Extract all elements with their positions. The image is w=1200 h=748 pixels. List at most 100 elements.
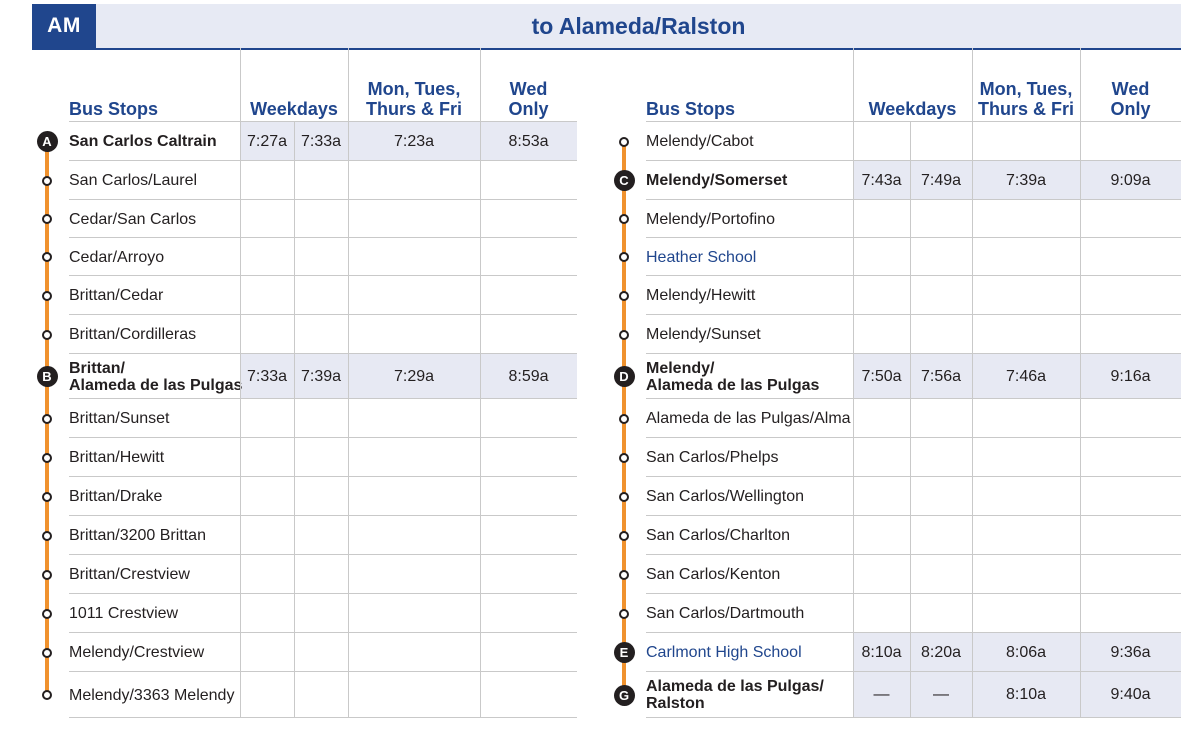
stop-name: Melendy/Somerset — [646, 172, 788, 189]
table-row: Melendy/Cabot — [609, 122, 1181, 161]
weekday-time-1: — — [873, 686, 890, 703]
stop-name: San Carlos/Dartmouth — [646, 605, 805, 622]
stop-circle-icon — [619, 214, 629, 224]
table-row: San Carlos/Dartmouth — [609, 594, 1181, 633]
column-divider — [348, 48, 349, 718]
stop-name: Melendy/Hewitt — [646, 287, 756, 304]
wed-time: 9:36a — [1110, 643, 1151, 661]
mon-fri-time: 7:39a — [1005, 171, 1047, 189]
stop-name: Brittan/Crestview — [69, 566, 190, 583]
stop-name: Cedar/Arroyo — [69, 248, 165, 266]
table-row: San Carlos/Phelps — [609, 438, 1181, 477]
stop-name: Carlmont High School — [646, 644, 802, 661]
stop-circle-icon — [619, 290, 629, 301]
timepoint-row: G Alameda de las Pulgas/Ralston — — 8:10a 9:4… — [609, 672, 1181, 718]
schedule-header: AM to Alameda/Ralston — [32, 4, 1181, 50]
row-divider — [69, 160, 577, 161]
weekday-time-2: — — [933, 686, 949, 703]
column-divider — [294, 122, 295, 718]
table-row: Melendy/Hewitt — [609, 276, 1181, 315]
column-divider — [972, 48, 973, 718]
column-header-bus-stops: Bus Stops — [646, 99, 736, 119]
table-row: San Carlos/Kenton — [609, 555, 1181, 594]
stop-circle-icon — [619, 491, 629, 502]
column-header-weekdays: Weekdays — [868, 99, 957, 119]
mon-fri-time: 7:23a — [393, 132, 435, 150]
row-divider — [646, 314, 1181, 315]
row-shading — [853, 672, 1181, 718]
stop-circle-icon — [42, 608, 52, 619]
table-row: Brittan/Crestview — [32, 555, 577, 594]
wed-time: 9:16a — [1110, 367, 1151, 385]
stop-name: 1011 Crestview — [69, 605, 179, 622]
direction-title: to Alameda/Ralston — [531, 12, 746, 39]
stop-circle-icon — [619, 569, 629, 580]
stop-name: San Carlos/Charlton — [646, 527, 791, 544]
table-row: Brittan/3200 Brittan — [32, 516, 577, 555]
row-divider — [646, 199, 1181, 200]
stop-name: Melendy/Alameda de las Pulgas — [646, 359, 820, 394]
row-divider — [69, 632, 577, 633]
stop-name: Brittan/Cordilleras — [69, 326, 197, 343]
row-shading — [853, 354, 1181, 399]
timepoint-row: D Melendy/Alameda de las Pulgas 7:50a 7:56a… — [609, 354, 1181, 399]
stop-name: Heather School — [646, 248, 757, 266]
table-row: Brittan/Cordilleras — [32, 315, 577, 354]
stop-name: Alameda de las Pulgas/Alma — [646, 410, 851, 427]
stop-name: Melendy/Portofino — [646, 210, 775, 228]
column-divider — [480, 48, 481, 718]
column-divider — [853, 48, 854, 718]
wed-time: 9:09a — [1110, 171, 1151, 189]
column-header-wed-only: Wed Only — [1110, 79, 1151, 119]
stop-name: San Carlos Caltrain — [69, 133, 217, 150]
header-divider — [646, 121, 1181, 122]
stop-circle-icon — [42, 690, 52, 700]
weekday-time-1: 7:33a — [246, 367, 288, 385]
table-row: Alameda de las Pulgas/Alma — [609, 399, 1181, 438]
weekday-time-1: 7:27a — [246, 132, 288, 150]
row-shading — [853, 633, 1181, 672]
row-divider — [646, 554, 1181, 555]
stop-name: Melendy/Crestview — [69, 644, 205, 661]
schedule-table-left: Bus Stops Weekdays Mon, Tues, Thurs & Fri We… — [32, 48, 577, 718]
mon-fri-time: 7:46a — [1005, 367, 1047, 385]
row-divider — [69, 353, 577, 354]
column-header-bus-stops: Bus Stops — [69, 99, 159, 119]
stop-circle-icon — [42, 252, 52, 262]
row-divider — [646, 275, 1181, 276]
header-divider — [69, 121, 577, 122]
mon-fri-time: 7:29a — [393, 367, 435, 385]
row-divider — [646, 593, 1181, 594]
stop-circle-icon — [42, 491, 52, 502]
row-divider — [69, 314, 577, 315]
row-divider — [646, 353, 1181, 354]
row-shading — [240, 354, 577, 399]
timepoint-marker-b: B — [36, 366, 58, 387]
table-row: Brittan/Cedar — [32, 276, 577, 315]
wed-time: 8:53a — [508, 132, 549, 150]
row-shading — [240, 122, 577, 161]
table-row: San Carlos/Wellington — [609, 477, 1181, 516]
column-header-weekdays: Weekdays — [250, 99, 338, 119]
stop-circle-icon — [619, 413, 629, 424]
stop-name: Brittan/Cedar — [69, 287, 164, 304]
stop-circle-icon — [619, 252, 629, 262]
row-shading — [853, 161, 1181, 200]
stop-name: Cedar/San Carlos — [69, 210, 197, 228]
stop-name: San Carlos/Phelps — [646, 449, 779, 466]
timepoint-row: C Melendy/Somerset 7:43a 7:49a 7:39a 9:09a — [609, 161, 1181, 200]
stop-circle-icon — [619, 452, 629, 463]
row-divider — [69, 476, 577, 477]
table-row: Brittan/Hewitt — [32, 438, 577, 477]
weekday-time-1: 7:43a — [861, 171, 902, 189]
column-divider — [910, 122, 911, 718]
stop-name: Brittan/3200 Brittan — [69, 527, 206, 544]
row-divider — [69, 515, 577, 516]
stop-circle-icon — [42, 569, 52, 580]
column-header-mon-tues-thurs-fri: Mon, Tues, Thurs & Fri — [365, 79, 462, 119]
stop-name: Alameda de las Pulgas/Ralston — [646, 678, 824, 712]
weekday-time-1: 7:50a — [861, 367, 902, 385]
stop-circle-icon — [42, 175, 52, 186]
stop-name: Brittan/Drake — [69, 488, 163, 505]
row-divider — [646, 632, 1181, 633]
